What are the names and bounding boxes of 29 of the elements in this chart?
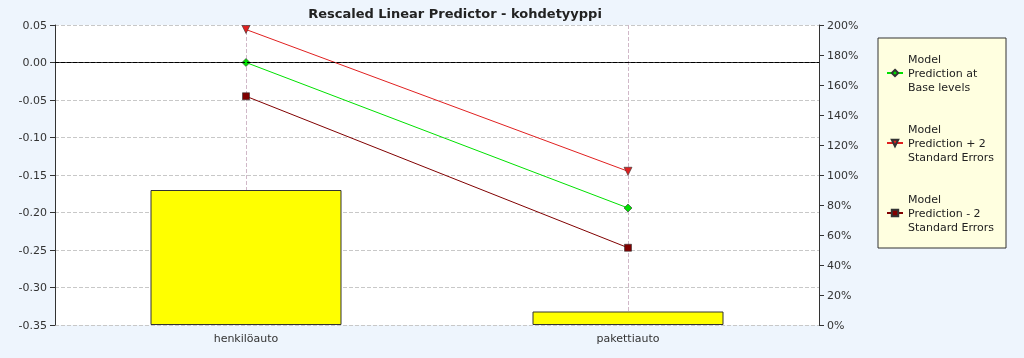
point [624,243,632,252]
x-tick-label: henkilöauto [213,332,279,345]
y-tick-label: 0.05 [22,18,47,32]
y2-tick-label: 120% [827,138,859,152]
y-tick-label: -0.35 [18,318,47,332]
y2-tick-label: 40% [827,258,852,272]
legend-label: Model Prediction at Base levels [908,52,981,94]
y2-tick-label: 60% [827,228,852,242]
y2-tick-label: 140% [827,108,859,122]
y2-tick-label: 20% [827,288,852,302]
y2-tick-label: 200% [827,18,859,32]
legend-label: Model Prediction + 2 Standard Errors [908,122,995,164]
legend-label: Model Prediction - 2 Standard Errors [908,192,995,234]
y-tick-label: -0.15 [18,168,47,182]
y2-tick-label: 0% [827,318,845,332]
y-tick-label: -0.30 [18,281,47,294]
y-tick-label: -0.20 [18,206,47,219]
y2-tick-label: 180% [827,48,859,62]
point [623,203,633,213]
chart-title: Rescaled Linear Predictor - kohdetyyppi [308,6,602,21]
y2-tick-label: 80% [827,198,852,212]
y-tick-label: -0.10 [18,131,47,144]
y-tick-label: -0.05 [18,93,47,107]
y-tick-label: 0.00 [22,56,47,69]
y2-tick-label: 100% [827,168,859,182]
y2-tick-label: 160% [827,78,859,92]
y-tick-label: -0.25 [18,243,47,257]
point [242,92,250,101]
x-tick-label: pakettiauto [596,332,660,345]
